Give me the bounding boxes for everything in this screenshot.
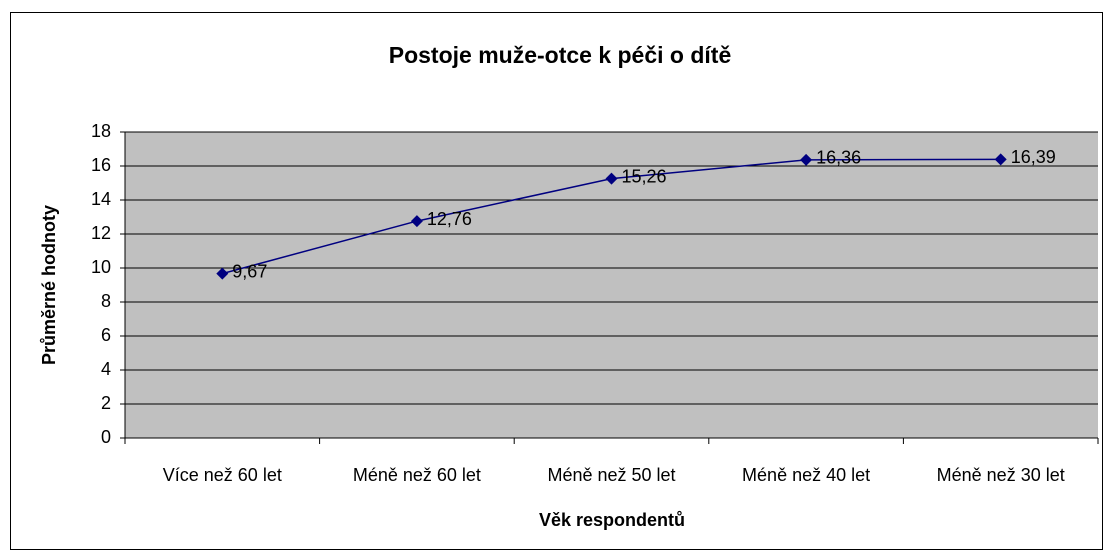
y-tick-label: 4 (101, 359, 111, 379)
data-label: 12,76 (427, 209, 472, 229)
y-tick-label: 12 (91, 223, 111, 243)
y-tick-label: 8 (101, 291, 111, 311)
x-tick-label: Méně než 50 let (547, 465, 675, 485)
y-tick-label: 14 (91, 189, 111, 209)
y-tick-label: 18 (91, 121, 111, 141)
data-label: 16,39 (1011, 147, 1056, 167)
x-tick-label: Méně než 30 let (937, 465, 1065, 485)
y-axis-title: Průměrné hodnoty (39, 205, 59, 365)
data-label: 16,36 (816, 148, 861, 168)
marker (216, 267, 229, 280)
x-tick-label: Více než 60 let (163, 465, 282, 485)
chart-title: Postoje muže-otce k péči o dítě (389, 42, 732, 68)
x-axis-title: Věk respondentů (539, 510, 685, 530)
y-tick-label: 16 (91, 155, 111, 175)
x-tick-label: Méně než 40 let (742, 465, 870, 485)
y-tick-label: 6 (101, 325, 111, 345)
marker (800, 153, 813, 166)
marker (410, 215, 423, 228)
y-tick-label: 10 (91, 257, 111, 277)
x-tick-label: Méně než 60 let (353, 465, 481, 485)
y-tick-label: 2 (101, 393, 111, 413)
data-label: 9,67 (232, 261, 267, 281)
marker (605, 172, 618, 185)
y-tick-label: 0 (101, 427, 111, 447)
marker (994, 153, 1007, 166)
data-label: 15,26 (622, 166, 667, 186)
